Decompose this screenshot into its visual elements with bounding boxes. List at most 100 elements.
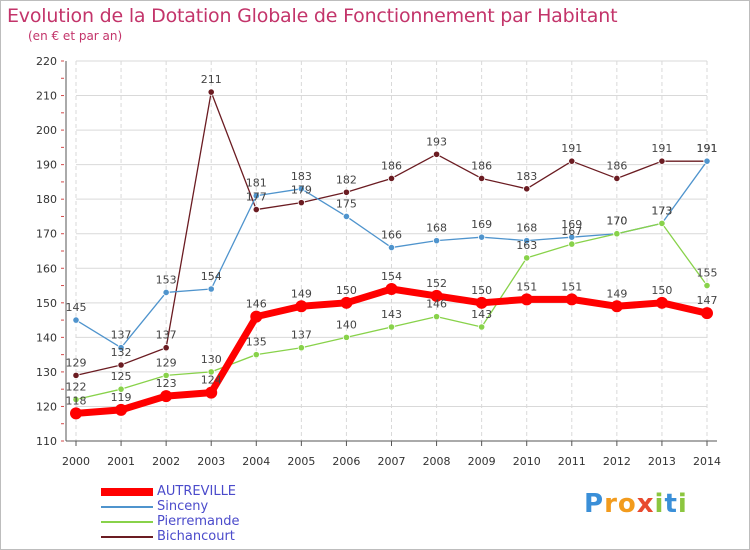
x-tick-label: 2005 [287, 455, 315, 468]
data-label: 181 [246, 177, 267, 190]
data-point [568, 157, 576, 165]
logo-letter: t [664, 489, 678, 519]
data-point [162, 344, 170, 352]
data-label: 166 [381, 229, 402, 242]
chart-legend: AUTREVILLE Sinceny Pierremande Bichancourt [101, 484, 239, 544]
data-point [295, 300, 308, 313]
data-point [568, 233, 576, 241]
data-label: 179 [291, 184, 312, 197]
data-point [658, 219, 666, 227]
x-tick-label: 2013 [648, 455, 676, 468]
data-label: 175 [336, 197, 357, 210]
x-tick-label: 2004 [242, 455, 270, 468]
y-tick-label: 170 [36, 228, 57, 241]
data-point [432, 313, 441, 321]
x-tick-label: 2003 [197, 455, 225, 468]
data-point [432, 237, 441, 245]
data-label: 211 [201, 73, 222, 86]
data-label: 149 [291, 287, 312, 300]
data-label: 182 [336, 173, 357, 186]
data-label: 132 [111, 346, 132, 359]
x-tick-label: 2002 [152, 455, 180, 468]
data-label: 154 [201, 270, 222, 283]
y-tick-label: 210 [36, 90, 57, 103]
legend-item: Bichancourt [101, 529, 239, 544]
data-point [475, 296, 488, 309]
data-point [613, 230, 621, 238]
data-label: 183 [291, 170, 312, 183]
legend-swatch [101, 487, 153, 496]
data-label: 143 [471, 308, 492, 321]
data-point [658, 157, 666, 165]
data-point [115, 403, 128, 416]
y-tick-label: 190 [36, 159, 57, 172]
chart-subtitle: (en € et par an) [28, 29, 123, 43]
data-label: 150 [471, 284, 492, 297]
data-point [205, 386, 218, 399]
data-point [655, 296, 668, 309]
data-label: 125 [111, 370, 132, 383]
proxiti-logo: Proxiti [584, 489, 688, 519]
data-point [297, 199, 305, 207]
data-label: 151 [561, 280, 582, 293]
y-tick-label: 120 [36, 400, 57, 413]
data-label: 152 [426, 277, 447, 290]
data-point [72, 316, 80, 324]
chart-title: Evolution de la Dotation Globale de Fonc… [7, 5, 618, 27]
data-point [430, 289, 443, 302]
data-label: 170 [606, 215, 627, 228]
x-tick-label: 2001 [107, 455, 135, 468]
data-label: 173 [651, 204, 672, 217]
data-point [523, 254, 531, 262]
data-label: 137 [111, 329, 132, 342]
data-point [207, 88, 215, 96]
y-tick-label: 180 [36, 193, 57, 206]
data-point [250, 310, 263, 323]
data-label: 146 [426, 298, 447, 311]
data-label: 123 [156, 377, 177, 390]
data-label: 145 [66, 301, 87, 314]
data-label: 129 [66, 356, 87, 369]
data-point [478, 174, 486, 183]
legend-label: Pierremande [157, 514, 240, 529]
data-point [610, 300, 623, 313]
data-point [613, 174, 621, 183]
data-label: 191 [697, 142, 718, 155]
x-tick-label: 2006 [332, 455, 360, 468]
data-point [478, 233, 486, 241]
data-label: 118 [66, 394, 87, 407]
data-point [385, 283, 398, 295]
data-point [478, 323, 486, 331]
data-point [340, 296, 353, 309]
data-point [342, 188, 351, 196]
data-point [297, 185, 305, 193]
data-label: 177 [246, 191, 267, 204]
logo-letter: x [636, 489, 655, 519]
data-label: 151 [516, 280, 537, 293]
y-tick-label: 110 [36, 435, 57, 448]
data-point [568, 240, 576, 248]
y-tick-label: 130 [36, 366, 57, 379]
data-point [70, 407, 82, 420]
data-label: 191 [651, 142, 672, 155]
data-point [387, 174, 396, 183]
data-label: 119 [111, 391, 132, 404]
data-label: 143 [381, 308, 402, 321]
data-label: 167 [561, 225, 582, 238]
x-tick-label: 2000 [62, 455, 90, 468]
data-label: 169 [471, 218, 492, 231]
data-point [162, 288, 170, 297]
data-label: 186 [606, 159, 627, 172]
data-point [162, 371, 170, 379]
data-label: 186 [381, 159, 402, 172]
data-point [117, 344, 125, 352]
data-label: 147 [697, 294, 718, 307]
data-point [565, 293, 578, 306]
data-label: 186 [471, 159, 492, 172]
data-point [342, 333, 351, 341]
data-label: 154 [381, 270, 402, 283]
data-label: 135 [246, 336, 267, 349]
y-tick-label: 160 [36, 262, 57, 275]
y-tick-label: 220 [36, 55, 57, 68]
